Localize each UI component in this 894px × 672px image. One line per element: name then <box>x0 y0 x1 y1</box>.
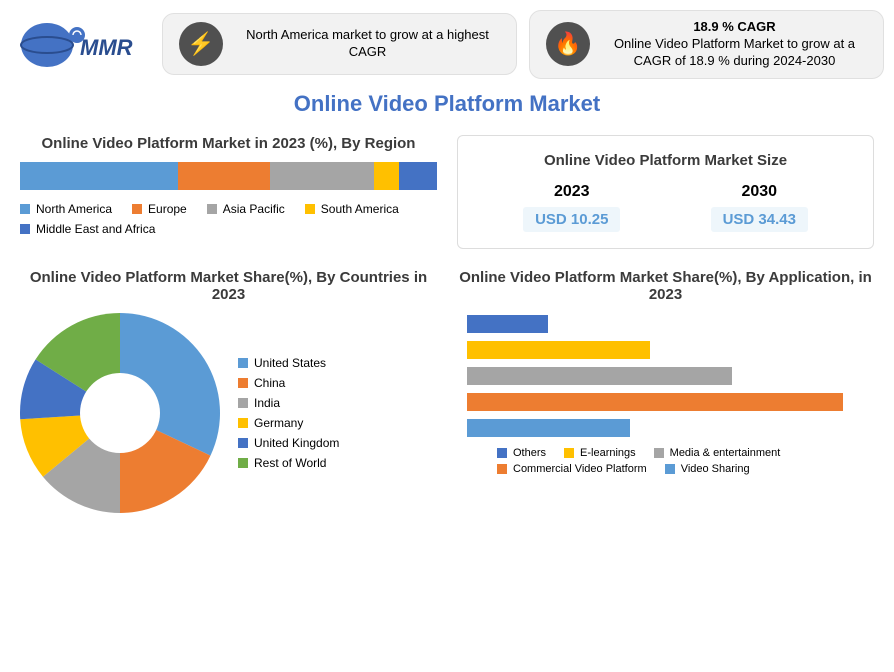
size-item: 2023USD 10.25 <box>523 183 620 232</box>
size-item: 2030USD 34.43 <box>711 183 808 232</box>
region-segment <box>178 162 270 190</box>
application-chart: Online Video Platform Market Share(%), B… <box>457 269 874 513</box>
legend-item: Rest of World <box>238 456 339 470</box>
hbar-row <box>467 313 874 335</box>
legend-item: Commercial Video Platform <box>497 463 647 475</box>
legend-item: Middle East and Africa <box>20 222 155 236</box>
legend-item: India <box>238 396 339 410</box>
donut-chart <box>20 313 220 513</box>
legend-item: Video Sharing <box>665 463 750 475</box>
region-segment <box>374 162 399 190</box>
legend-item: China <box>238 376 339 390</box>
svg-text:MMR: MMR <box>80 35 133 60</box>
legend-item: Germany <box>238 416 339 430</box>
legend-item: Europe <box>132 202 187 216</box>
application-chart-title: Online Video Platform Market Share(%), B… <box>457 269 874 303</box>
bolt-icon: ⚡ <box>179 22 223 66</box>
flame-icon: 🔥 <box>546 22 590 66</box>
legend-item: Media & entertainment <box>654 447 781 459</box>
hbar-row <box>467 339 874 361</box>
hbar-row <box>467 391 874 413</box>
hbar-row <box>467 365 874 387</box>
region-segment <box>399 162 437 190</box>
pill-2-text: 18.9 % CAGR Online Video Platform Market… <box>602 19 867 70</box>
legend-item: E-learnings <box>564 447 636 459</box>
legend-item: Asia Pacific <box>207 202 285 216</box>
region-chart: Online Video Platform Market in 2023 (%)… <box>20 135 437 249</box>
country-chart: Online Video Platform Market Share(%), B… <box>20 269 437 513</box>
market-size-box: Online Video Platform Market Size 2023US… <box>457 135 874 249</box>
main-title: Online Video Platform Market <box>10 91 884 117</box>
hbar-row <box>467 417 874 439</box>
country-chart-title: Online Video Platform Market Share(%), B… <box>20 269 437 303</box>
size-title: Online Video Platform Market Size <box>478 152 853 169</box>
legend-item: United Kingdom <box>238 436 339 450</box>
legend-item: South America <box>305 202 399 216</box>
legend-item: United States <box>238 356 339 370</box>
pill-1-text: North America market to grow at a highes… <box>235 27 500 61</box>
logo: MMR <box>10 14 150 74</box>
region-segment <box>270 162 374 190</box>
region-chart-title: Online Video Platform Market in 2023 (%)… <box>20 135 437 152</box>
legend-item: Others <box>497 447 546 459</box>
region-segment <box>20 162 178 190</box>
legend-item: North America <box>20 202 112 216</box>
highlight-pill-1: ⚡ North America market to grow at a high… <box>162 13 517 75</box>
highlight-pill-2: 🔥 18.9 % CAGR Online Video Platform Mark… <box>529 10 884 79</box>
